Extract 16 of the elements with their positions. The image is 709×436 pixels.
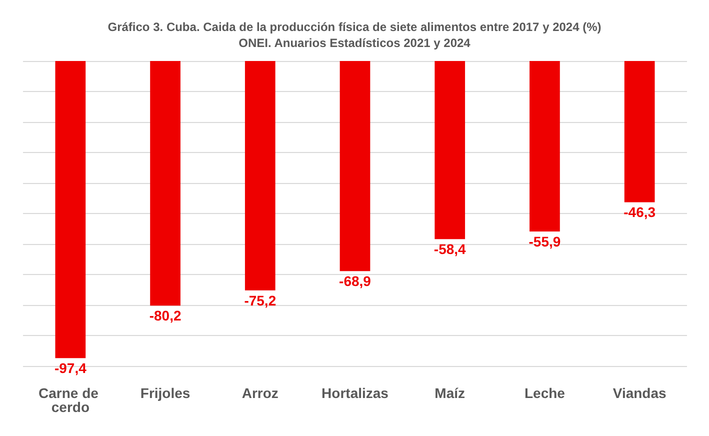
data-label: -68,9 <box>339 273 372 290</box>
x-tick-label: Carne de cerdo <box>38 385 102 415</box>
x-tick-label: Hortalizas <box>322 385 389 401</box>
x-tick-label: Maíz <box>434 385 466 401</box>
x-tick-label: Leche <box>524 385 566 401</box>
data-label: -55,9 <box>528 233 561 250</box>
x-tick-label: Frijoles <box>140 385 190 401</box>
chart-title: Gráfico 3. Cuba. Caida de la producción física de siete alimentos entre 2017 y 2024 (%) <box>108 20 602 34</box>
data-label: -97,4 <box>54 360 87 376</box>
data-label: -46,3 <box>624 204 656 220</box>
data-label: -58,4 <box>434 241 466 258</box>
x-tick-label: Arroz <box>242 385 278 401</box>
data-label: -75,2 <box>244 292 276 308</box>
chart-subtitle: ONEI. Anuarios Estadísticos 2021 y 2024 <box>238 36 471 50</box>
data-label: -80,2 <box>149 308 182 324</box>
x-tick-label: Viandas <box>612 385 667 401</box>
